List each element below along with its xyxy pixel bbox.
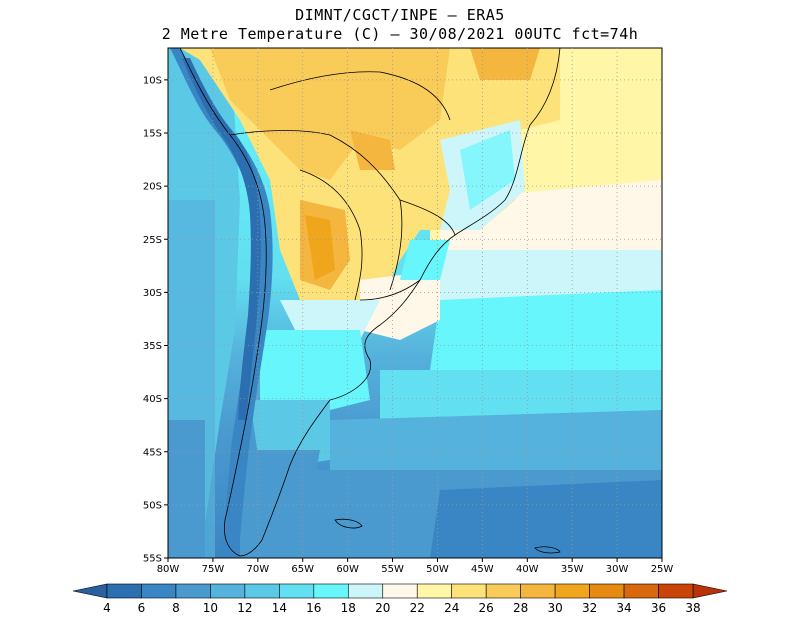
colorbar-swatch xyxy=(244,583,280,599)
axis-ticks: 80W 75W 70W 65W 60W 55W 50W 45W 40W 35W 30W 25W 10S 1… xyxy=(143,75,673,575)
colorbar-swatch xyxy=(658,583,694,599)
lat-tick-label: 55S xyxy=(143,554,162,565)
lat-tick-label: 10S xyxy=(143,75,162,86)
lon-tick-label: 40W xyxy=(516,564,539,575)
colorbar-swatch xyxy=(106,583,142,599)
colorbar-label: 10 xyxy=(203,601,218,615)
colorbar-label: 20 xyxy=(375,601,390,615)
colorbar-swatch xyxy=(623,583,659,599)
colorbar-swatch xyxy=(416,583,453,599)
lon-tick-label: 50W xyxy=(426,564,449,575)
colorbar-swatch xyxy=(141,583,177,599)
colorbar-low-arrow xyxy=(72,583,108,599)
colorbar-label: 24 xyxy=(444,601,459,615)
colorbar-label: 34 xyxy=(616,601,631,615)
lat-tick-label: 40S xyxy=(143,394,162,405)
colorbar-label: 38 xyxy=(685,601,700,615)
colorbar-label: 8 xyxy=(172,601,180,615)
colorbar-swatch xyxy=(382,583,418,599)
title-line-1: DIMNT/CGCT/INPE – ERA5 xyxy=(295,6,505,24)
lon-tick-label: 80W xyxy=(157,564,180,575)
coastlines xyxy=(179,48,561,557)
lat-tick-label: 50S xyxy=(143,500,162,511)
colorbar-label: 16 xyxy=(306,601,321,615)
lat-tick-label: 20S xyxy=(143,182,162,193)
colorbar-swatch xyxy=(210,583,246,599)
colorbar-label: 36 xyxy=(651,601,666,615)
colorbar-swatch xyxy=(554,583,590,599)
lat-tick-label: 15S xyxy=(143,129,162,140)
lon-tick-label: 35W xyxy=(561,564,584,575)
colorbar-swatch xyxy=(589,583,625,599)
colorbar-swatch xyxy=(279,583,315,599)
colorbar: 4 6 8 10 12 14 16 18 20 22 24 26 28 30 32 34 36 38 xyxy=(72,583,728,615)
colorbar-label: 28 xyxy=(513,601,528,615)
lon-tick-label: 45W xyxy=(471,564,494,575)
colorbar-swatch xyxy=(347,583,384,599)
colorbar-label: 26 xyxy=(479,601,494,615)
title-line-2: 2 Metre Temperature (C) – 30/08/2021 00U… xyxy=(161,25,639,43)
lat-tick-label: 30S xyxy=(143,288,162,299)
colorbar-swatch xyxy=(520,583,556,599)
colorbar-label: 32 xyxy=(582,601,597,615)
colorbar-label: 22 xyxy=(410,601,425,615)
colorbar-label: 14 xyxy=(272,601,287,615)
colorbar-swatch xyxy=(313,583,349,599)
lon-tick-label: 60W xyxy=(336,564,359,575)
lon-tick-label: 30W xyxy=(606,564,629,575)
colorbar-label: 4 xyxy=(103,601,111,615)
lat-tick-label: 35S xyxy=(143,341,162,352)
lat-tick-label: 45S xyxy=(143,447,162,458)
gridlines xyxy=(168,48,662,558)
colorbar-swatch xyxy=(451,583,487,599)
lon-tick-label: 55W xyxy=(381,564,404,575)
map-frame xyxy=(167,47,663,559)
lon-tick-label: 25W xyxy=(651,564,674,575)
colorbar-high-arrow xyxy=(692,583,728,599)
temperature-field xyxy=(168,48,662,558)
colorbar-swatch xyxy=(485,583,521,599)
lon-tick-label: 65W xyxy=(291,564,314,575)
colorbar-label: 6 xyxy=(138,601,146,615)
colorbar-label: 30 xyxy=(547,601,562,615)
lon-tick-label: 75W xyxy=(202,564,225,575)
lat-tick-label: 25S xyxy=(143,235,162,246)
colorbar-swatch xyxy=(175,583,211,599)
colorbar-label: 12 xyxy=(237,601,252,615)
colorbar-label: 18 xyxy=(341,601,356,615)
lon-tick-label: 70W xyxy=(247,564,270,575)
